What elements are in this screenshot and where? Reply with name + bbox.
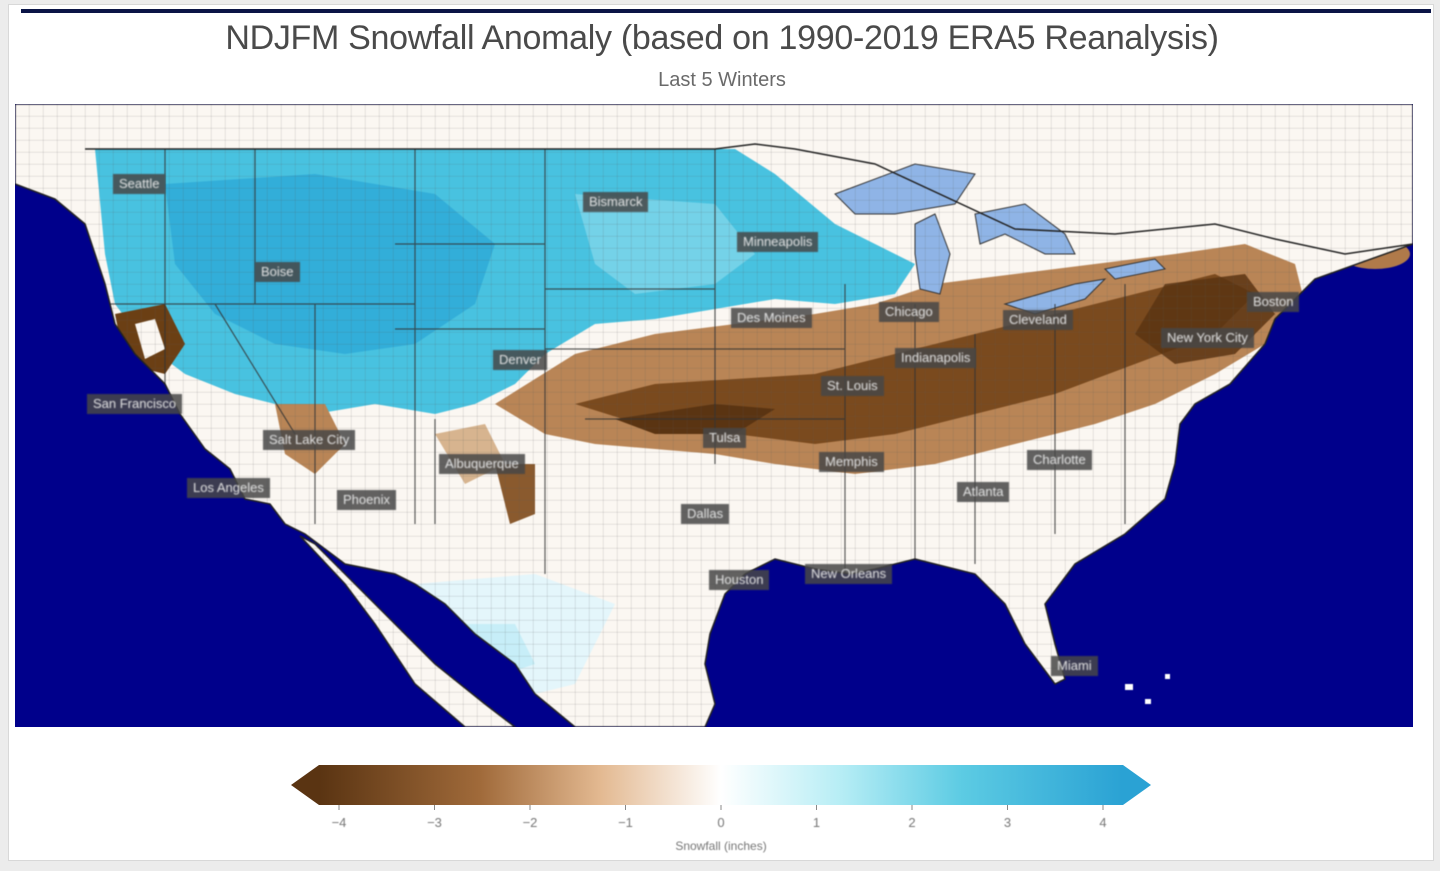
figure-frame: NDJFM Snowfall Anomaly (based on 1990-20… xyxy=(8,4,1434,861)
city-label-bismarck: Bismarck xyxy=(583,192,649,212)
city-label-minneapolis: Minneapolis xyxy=(737,232,819,252)
city-label-albuquerque: Albuquerque xyxy=(439,454,525,474)
city-label-new-york-city: New York City xyxy=(1161,328,1254,348)
city-label-indianapolis: Indianapolis xyxy=(895,348,977,368)
city-label-salt-lake-city: Salt Lake City xyxy=(263,430,356,450)
colorbar-tick-label: 1 xyxy=(812,815,821,830)
city-label-los-angeles: Los Angeles xyxy=(187,478,270,498)
city-label-new-orleans: New Orleans xyxy=(805,564,893,584)
colorbar-tick-label: −3 xyxy=(427,815,442,830)
colorbar-tick-label: 2 xyxy=(908,815,916,830)
colorbar-tick-label: −1 xyxy=(618,815,633,830)
city-label-st-louis: St. Louis xyxy=(821,376,884,396)
colorbar-tick-label: 4 xyxy=(1099,815,1107,830)
caribbean-islands xyxy=(1125,674,1170,704)
city-label-boston: Boston xyxy=(1247,292,1300,312)
city-label-des-moines: Des Moines xyxy=(731,308,812,328)
city-label-memphis: Memphis xyxy=(819,452,884,472)
city-label-tulsa: Tulsa xyxy=(703,428,747,448)
city-label-phoenix: Phoenix xyxy=(337,490,396,510)
colorbar-gradient xyxy=(291,765,1151,810)
usa-land xyxy=(15,104,1413,727)
national-border xyxy=(15,104,1413,727)
city-label-san-francisco: San Francisco xyxy=(87,394,183,414)
map-canvas xyxy=(15,104,1413,727)
colorbar-tick-label: 3 xyxy=(1003,815,1012,830)
city-label-boise: Boise xyxy=(255,262,300,282)
city-label-houston: Houston xyxy=(709,570,770,590)
colorbar-label: Snowfall (inches) xyxy=(675,839,767,853)
city-label-chicago: Chicago xyxy=(879,302,939,322)
city-label-denver: Denver xyxy=(493,350,547,370)
city-label-charlotte: Charlotte xyxy=(1027,450,1092,470)
city-label-cleveland: Cleveland xyxy=(1003,310,1073,330)
colorbar-tick-label: −4 xyxy=(331,815,347,830)
top-rule xyxy=(21,9,1431,13)
city-label-atlanta: Atlanta xyxy=(957,482,1010,502)
figure-subtitle: Last 5 Winters xyxy=(658,69,786,91)
city-label-dallas: Dallas xyxy=(681,504,730,524)
colorbar-tick-label: −2 xyxy=(522,815,538,830)
colorbar: −4 −3 −2 −1 0 1 2 3 4 Snowfall (inches) xyxy=(291,763,1151,853)
city-label-seattle: Seattle xyxy=(113,174,166,194)
city-label-miami: Miami xyxy=(1051,656,1098,676)
colorbar-tick-label: 0 xyxy=(717,815,725,830)
figure-title: NDJFM Snowfall Anomaly (based on 1990-20… xyxy=(225,19,1219,57)
anomaly-map: Seattle Bismarck Minneapolis Boise Des M… xyxy=(15,104,1413,727)
